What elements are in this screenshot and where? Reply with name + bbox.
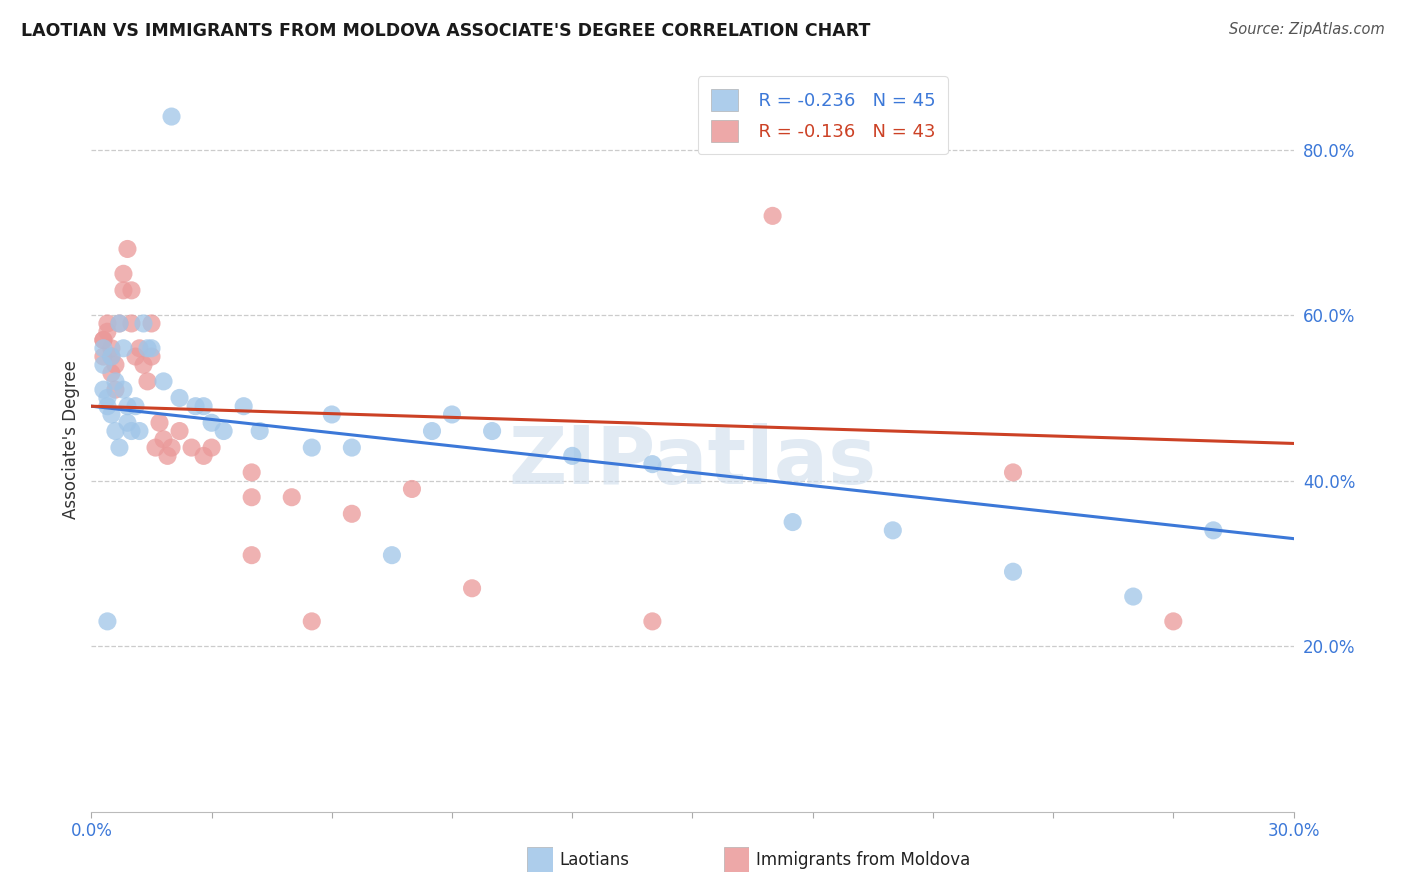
Point: [401, 482, 423, 496]
Point: [93, 333, 115, 347]
Point: [152, 375, 174, 389]
Point: [321, 408, 343, 422]
Point: [93, 358, 115, 372]
Point: [240, 548, 263, 562]
Point: [136, 341, 159, 355]
Point: [121, 424, 143, 438]
Point: [340, 441, 363, 455]
Point: [121, 284, 143, 298]
Point: [104, 375, 127, 389]
Point: [1001, 466, 1024, 480]
Point: [100, 350, 122, 364]
Point: [641, 457, 664, 471]
Point: [212, 424, 235, 438]
Point: [128, 424, 150, 438]
Point: [104, 358, 127, 372]
Point: [128, 341, 150, 355]
Point: [132, 317, 155, 331]
Point: [249, 424, 271, 438]
Point: [136, 375, 159, 389]
Text: LAOTIAN VS IMMIGRANTS FROM MOLDOVA ASSOCIATE'S DEGREE CORRELATION CHART: LAOTIAN VS IMMIGRANTS FROM MOLDOVA ASSOC…: [21, 22, 870, 40]
Point: [124, 350, 146, 364]
Point: [440, 408, 463, 422]
Point: [100, 341, 122, 355]
Point: [112, 284, 135, 298]
Point: [96, 325, 118, 339]
Point: [561, 449, 583, 463]
Point: [301, 615, 323, 629]
Point: [193, 399, 215, 413]
Point: [232, 399, 254, 413]
Point: [184, 399, 207, 413]
Point: [1122, 590, 1144, 604]
Point: [240, 466, 263, 480]
Point: [104, 424, 127, 438]
Text: Source: ZipAtlas.com: Source: ZipAtlas.com: [1229, 22, 1385, 37]
Point: [141, 317, 163, 331]
Point: [882, 524, 904, 538]
Point: [641, 615, 664, 629]
Point: [112, 383, 135, 397]
Point: [100, 366, 122, 380]
Point: [100, 408, 122, 422]
Point: [420, 424, 443, 438]
Point: [112, 267, 135, 281]
Point: [121, 317, 143, 331]
Point: [93, 350, 115, 364]
Point: [1202, 524, 1225, 538]
Point: [96, 391, 118, 405]
Point: [104, 383, 127, 397]
Point: [301, 441, 323, 455]
Point: [117, 416, 139, 430]
Point: [340, 507, 363, 521]
Text: Immigrants from Moldova: Immigrants from Moldova: [756, 851, 970, 869]
Point: [160, 441, 183, 455]
Point: [461, 582, 484, 596]
Point: [169, 424, 191, 438]
Point: [124, 399, 146, 413]
Point: [108, 441, 131, 455]
Point: [281, 490, 304, 504]
Point: [201, 416, 224, 430]
Point: [152, 432, 174, 446]
Point: [96, 317, 118, 331]
Text: Laotians: Laotians: [560, 851, 630, 869]
Point: [108, 317, 131, 331]
Point: [96, 615, 118, 629]
Point: [96, 399, 118, 413]
Point: [93, 341, 115, 355]
Point: [93, 383, 115, 397]
Point: [112, 341, 135, 355]
Point: [141, 341, 163, 355]
Point: [100, 350, 122, 364]
Point: [132, 358, 155, 372]
Point: [762, 209, 785, 223]
Point: [145, 441, 167, 455]
Point: [193, 449, 215, 463]
Point: [93, 333, 115, 347]
Point: [117, 399, 139, 413]
Y-axis label: Associate's Degree: Associate's Degree: [62, 359, 80, 519]
Point: [1163, 615, 1185, 629]
Text: ZIPatlas: ZIPatlas: [509, 423, 876, 500]
Point: [240, 490, 263, 504]
Point: [117, 242, 139, 256]
Point: [201, 441, 224, 455]
Point: [381, 548, 404, 562]
Point: [156, 449, 179, 463]
Point: [1001, 565, 1024, 579]
Point: [148, 416, 170, 430]
Point: [160, 110, 183, 124]
Point: [141, 350, 163, 364]
Legend:   R = -0.236   N = 45,   R = -0.136   N = 43: R = -0.236 N = 45, R = -0.136 N = 43: [697, 76, 948, 154]
Point: [481, 424, 503, 438]
Point: [180, 441, 202, 455]
Point: [108, 317, 131, 331]
Point: [169, 391, 191, 405]
Point: [782, 515, 804, 529]
